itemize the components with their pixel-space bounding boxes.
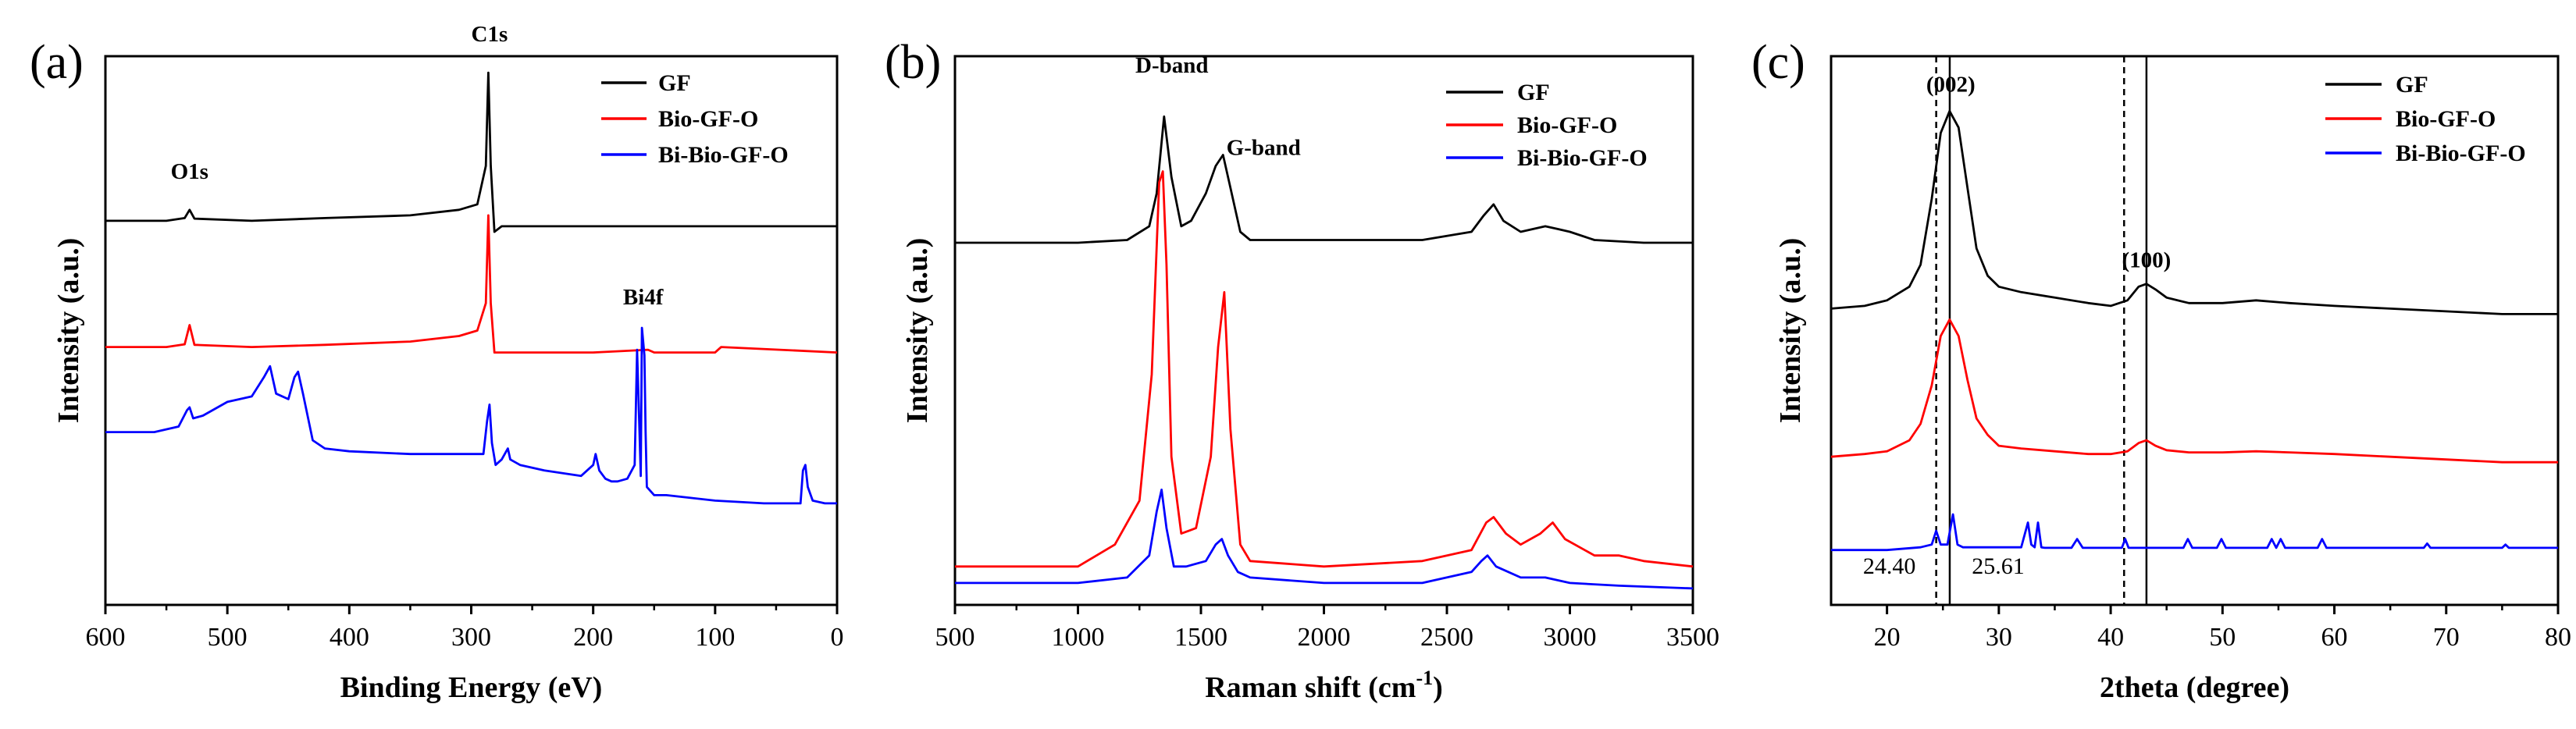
panel-letter: (a) [30,36,84,89]
series-line-bio-gf-o [105,214,838,354]
plot-frame [1830,55,2560,606]
x-axis-label: Raman shift (cm-1) [1205,667,1443,704]
panel-a: 600 500 400 300 200 100 0 Binding Energy (eV) In… [30,22,844,704]
x-tick-label: 20 [1874,623,1901,652]
panel-letter: (b) [885,36,941,89]
x-tick-label: 2000 [1298,623,1351,652]
y-axis-label: Intensity (a.u.) [52,238,85,424]
annotation-label: 24.40 [1863,553,1916,579]
annotation-label: G-band [1227,136,1301,161]
legend-label: Bio-GF-O [658,106,758,132]
x-tick-label: 80 [2545,623,2571,652]
series-line-gf [1830,109,2558,315]
x-tick-label: 300 [451,623,491,652]
x-tick-label: 500 [935,623,975,652]
x-tick-label: 200 [573,623,613,652]
legend-label: GF [2396,72,2428,98]
x-tick-label: 400 [330,623,369,652]
annotation-label: D-band [1135,53,1209,78]
annotation-label: C1s [472,22,508,47]
annotation-label: O1s [171,159,208,184]
legend-label: GF [1517,80,1550,105]
y-axis-label: Intensity (a.u.) [1774,238,1807,424]
series-line-gf [105,71,837,233]
x-tick-label: 50 [2209,623,2236,652]
series-line-bi-bio-gf-o [955,489,1694,590]
x-tick-label: 30 [1986,623,2012,652]
x-tick-label: 100 [695,623,735,652]
x-tick-label: 500 [208,623,248,652]
panel-b: 500 1000 1500 2000 2500 3000 3500 Raman shift (… [885,36,1719,704]
annotation-label: Bi4f [623,285,664,310]
series-line-bi-bio-gf-o [105,326,837,505]
x-tick-label: 0 [831,623,844,652]
annotation-label: (100) [2122,248,2171,273]
legend-label: GF [658,70,691,96]
annotation-label: (002) [1926,73,1976,98]
legend-label: Bi-Bio-GF-O [658,142,789,168]
panel-letter: (c) [1751,36,1805,89]
x-axis-label: 2theta (degree) [2100,671,2289,704]
x-tick-label: 60 [2321,623,2348,652]
series-line-gf [955,115,1693,244]
annotation-label: 25.61 [1972,553,2025,579]
x-axis-label: Binding Energy (eV) [340,671,603,704]
x-tick-label: 1000 [1052,623,1105,652]
x-tick-label: 3500 [1666,623,1719,652]
x-tick-label: 600 [86,623,126,652]
panel-c: 20 30 40 50 60 70 80 2theta (degree) Intensity (… [1751,36,2571,704]
series-line-bi-bio-gf-o [1831,513,2558,552]
legend-label: Bio-GF-O [1517,112,1617,138]
plot-frame [104,55,839,606]
legend-label: Bi-Bio-GF-O [1517,145,1648,171]
series-line-bio-gf-o [1830,318,2558,464]
legend-label: Bio-GF-O [2396,106,2496,132]
x-tick-label: 2500 [1420,623,1473,652]
x-tick-label: 70 [2433,623,2460,652]
x-tick-label: 3000 [1544,623,1597,652]
x-tick-label: 1500 [1174,623,1227,652]
legend-label: Bi-Bio-GF-O [2396,140,2526,166]
plot-frame [953,55,1694,606]
y-axis-label: Intensity (a.u.) [901,238,934,424]
series-line-bio-gf-o [955,170,1694,568]
x-tick-label: 40 [2097,623,2124,652]
